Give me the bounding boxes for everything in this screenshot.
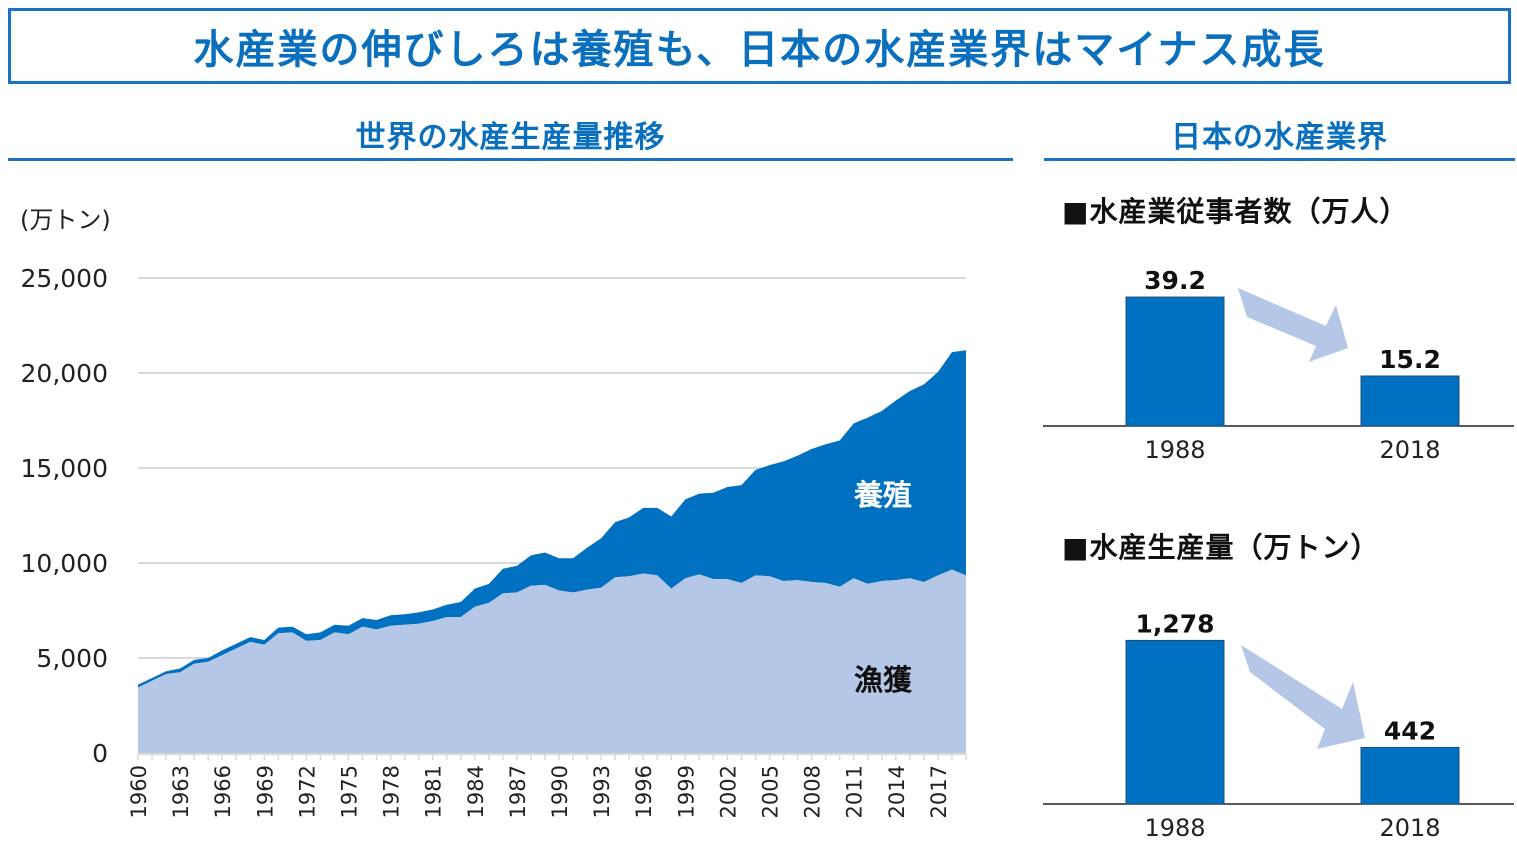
bar-category-label: 2018: [1379, 814, 1440, 842]
y-tick-label: 5,000: [36, 644, 108, 673]
x-tick-label: 1990: [548, 765, 572, 818]
headline-banner: 水産業の伸びしろは養殖も、日本の水産業界はマイナス成長: [8, 8, 1511, 84]
x-tick-label: 1981: [422, 765, 446, 818]
headline-text: 水産業の伸びしろは養殖も、日本の水産業界はマイナス成長: [193, 27, 1326, 73]
japan-section-title: 日本の水産業界: [1171, 120, 1388, 155]
bar-category-label: 1988: [1144, 814, 1205, 842]
japan-section-divider: [1044, 158, 1515, 161]
x-tick-label: 2008: [801, 765, 825, 818]
decrease-arrow-icon: [1238, 288, 1348, 362]
bar-value-label: 442: [1384, 716, 1436, 745]
x-tick-label: 1963: [169, 765, 193, 818]
x-tick-label: 1966: [211, 765, 235, 818]
y-tick-label: 10,000: [21, 549, 108, 578]
series-aquaculture-area: [138, 350, 966, 688]
x-tick-label: 2011: [843, 765, 867, 818]
x-tick-label: 1999: [674, 765, 698, 818]
x-tick-label: 1996: [632, 765, 656, 818]
x-tick-label: 1987: [506, 765, 530, 818]
bar-2018: [1360, 746, 1460, 805]
decrease-arrow-icon: [1241, 645, 1365, 749]
x-tick-label: 2014: [885, 765, 909, 818]
bar-value-label: 15.2: [1379, 345, 1441, 374]
bar-value-label: 1,278: [1135, 609, 1214, 638]
production-chart-title: ■水産生産量（万トン）: [1062, 531, 1380, 564]
world-production-area-chart: 0 5,000 10,000 15,000 20,000 25,000 1960 1963 19…: [21, 264, 967, 818]
production-bar-chart: 1,278 1988 442 2018: [1043, 609, 1514, 842]
bar-2018: [1360, 375, 1460, 427]
y-axis-unit-label: (万トン): [20, 206, 111, 234]
bar-value-label: 39.2: [1144, 266, 1206, 295]
x-tick-label: 2005: [759, 765, 783, 818]
bar-category-label: 1988: [1144, 436, 1205, 464]
world-section-divider: [8, 158, 1013, 161]
x-tick-label: 1993: [590, 765, 614, 818]
x-tick-label: 1969: [253, 765, 277, 818]
y-tick-label: 25,000: [21, 264, 108, 293]
y-tick-label: 20,000: [21, 359, 108, 388]
bar-category-label: 2018: [1379, 436, 1440, 464]
bar-1988: [1125, 296, 1225, 427]
world-section-title: 世界の水産生産量推移: [355, 120, 666, 155]
workers-bar-chart: 39.2 1988 15.2 2018: [1043, 266, 1514, 464]
x-tick-label: 1984: [464, 765, 488, 818]
x-tick-label: 2002: [716, 765, 740, 818]
x-tick-label: 1978: [380, 765, 404, 818]
bar-1988: [1125, 639, 1225, 805]
series-label-aquaculture: 養殖: [853, 478, 912, 512]
x-tick-label: 1975: [338, 765, 362, 818]
x-tick-label: 1960: [127, 765, 151, 818]
x-tick-label: 1972: [295, 765, 319, 818]
y-tick-label: 15,000: [21, 454, 108, 483]
x-tick-label: 2017: [927, 765, 951, 818]
workers-chart-title: ■水産業従事者数（万人）: [1062, 195, 1409, 228]
series-label-capture: 漁獲: [854, 663, 913, 697]
series-capture-area: [138, 569, 966, 753]
y-tick-label: 0: [92, 739, 108, 768]
